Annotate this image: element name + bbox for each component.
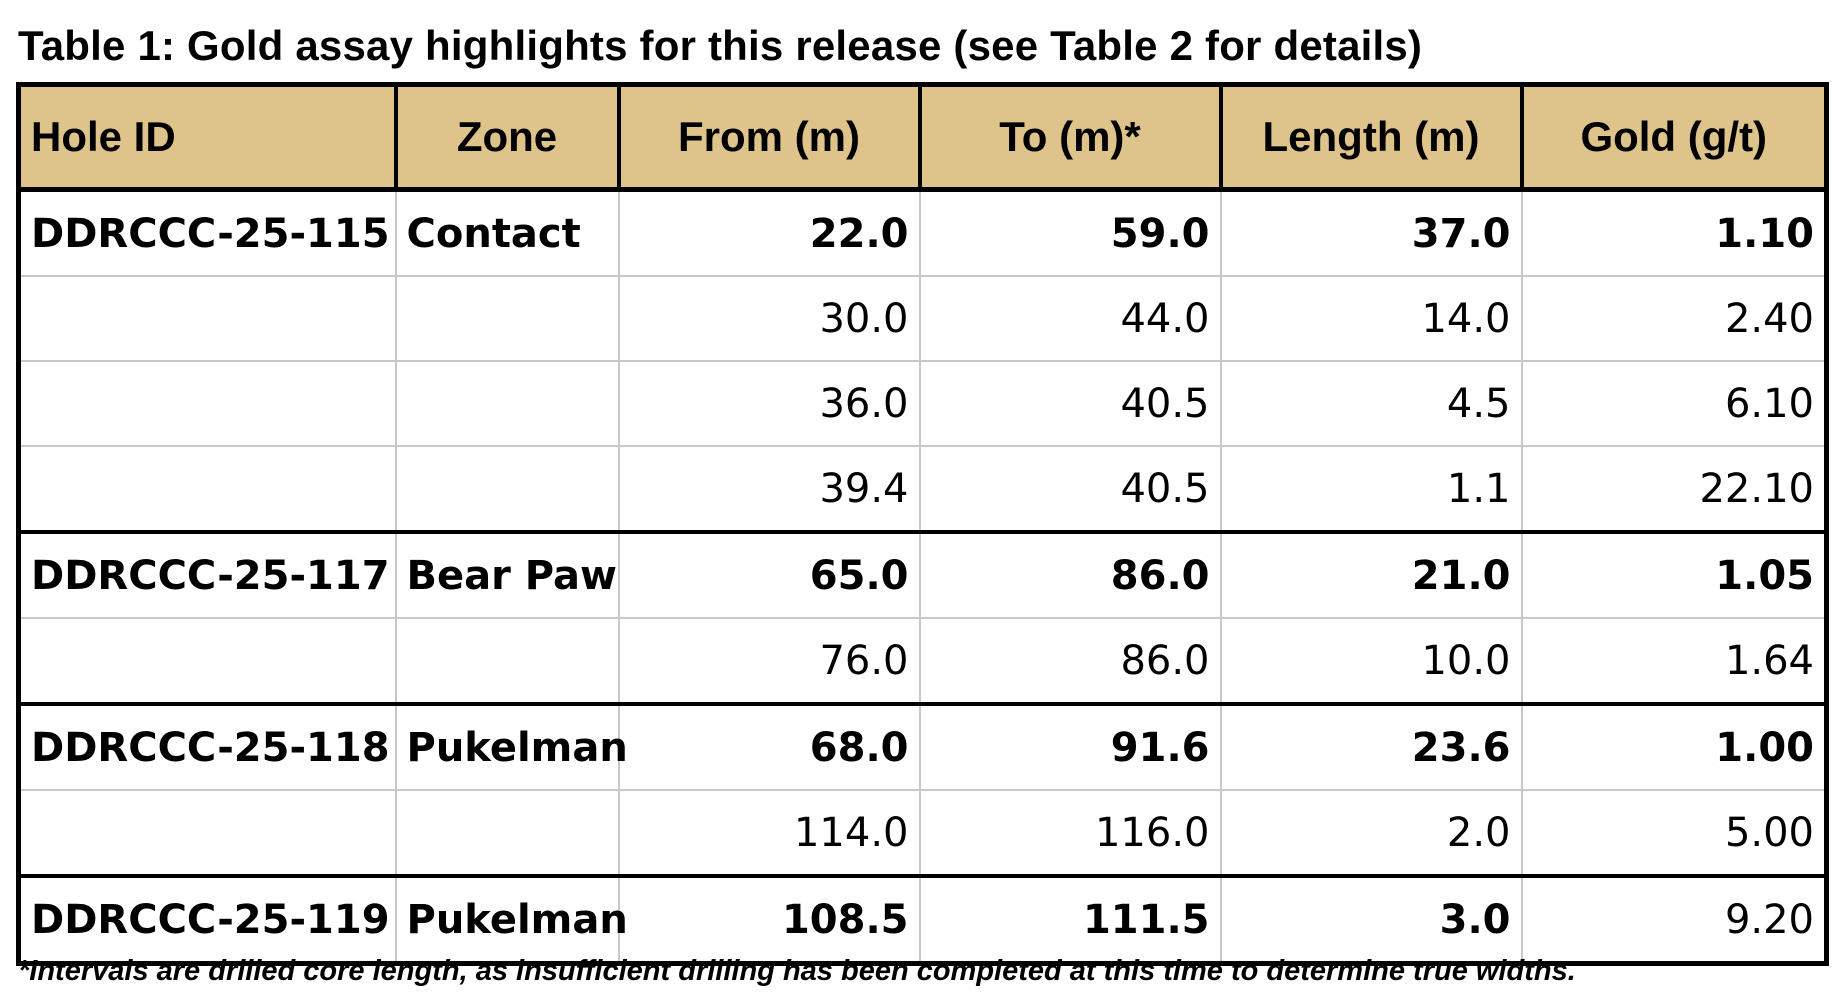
cell-hole-id <box>18 361 397 447</box>
cell-gold: 1.10 <box>1521 189 1827 277</box>
cell-hole-id <box>18 276 397 362</box>
cell-to: 40.5 <box>919 361 1222 447</box>
cell-from: 76.0 <box>618 618 921 706</box>
cell-zone: Pukelman <box>395 704 628 791</box>
cell-length: 23.6 <box>1220 704 1523 791</box>
cell-zone: Contact <box>395 189 620 277</box>
cell-hole-id <box>18 618 397 706</box>
header-from: From (m) <box>618 84 922 192</box>
cell-from: 39.4 <box>618 446 921 534</box>
cell-gold: 22.10 <box>1521 446 1827 534</box>
cell-from: 65.0 <box>618 532 921 619</box>
cell-from: 114.0 <box>618 790 921 878</box>
gold-assay-table: Hole ID Zone From (m) To (m)* Length (m)… <box>16 82 1829 966</box>
header-hole-id: Hole ID <box>18 84 398 192</box>
cell-from: 22.0 <box>618 189 921 277</box>
table-row: 30.0 44.0 14.0 2.40 <box>18 276 1827 362</box>
cell-length: 4.5 <box>1220 361 1523 447</box>
cell-to: 86.0 <box>919 618 1222 706</box>
cell-gold: 9.20 <box>1724 896 1814 943</box>
table-row: DDRCCC-25-117 Bear Paw 65.0 86.0 21.0 1.… <box>18 532 1827 619</box>
cell-from: 36.0 <box>618 361 921 447</box>
cell-hole-id: DDRCCC-25-119 <box>18 876 397 964</box>
cell-hole-id <box>18 790 397 878</box>
cell-length: 10.0 <box>1220 618 1523 706</box>
cell-to: 91.6 <box>919 704 1222 791</box>
footnote: *Intervals are drilled core length, as i… <box>18 955 1576 987</box>
cell-hole-id: DDRCCC-25-115 <box>18 189 397 277</box>
cell-from: 30.0 <box>618 276 921 362</box>
header-gold: Gold (g/t) <box>1521 84 1827 192</box>
cell-from: 68.0 <box>618 704 921 791</box>
cell-gold: 1.05 <box>1521 532 1827 619</box>
cell-hole-id: DDRCCC-25-118 <box>18 704 397 791</box>
cell-zone <box>395 361 620 447</box>
cell-length: 37.0 <box>1220 189 1523 277</box>
cell-length: 1.1 <box>1220 446 1523 534</box>
header-zone: Zone <box>395 84 621 192</box>
cell-to: 116.0 <box>919 790 1222 878</box>
cell-to: 111.5 <box>919 876 1222 964</box>
cell-zone <box>395 446 620 534</box>
cell-to: 59.0 <box>919 189 1222 277</box>
table-row: 76.0 86.0 10.0 1.64 <box>18 618 1827 706</box>
cell-length: 21.0 <box>1220 532 1523 619</box>
header-row: Hole ID Zone From (m) To (m)* Length (m)… <box>18 84 1827 192</box>
table-title: Table 1: Gold assay highlights for this … <box>18 22 1423 69</box>
cell-gold: 1.64 <box>1521 618 1827 706</box>
cell-to: 86.0 <box>919 532 1222 619</box>
table-row: DDRCCC-25-118 Pukelman 68.0 91.6 23.6 1.… <box>18 704 1827 791</box>
cell-zone <box>395 618 620 706</box>
cell-to: 44.0 <box>919 276 1222 362</box>
cell-gold: 5.00 <box>1521 790 1827 878</box>
cell-zone <box>395 276 620 362</box>
table-row: 39.4 40.5 1.1 22.10 <box>18 446 1827 534</box>
table-row: 36.0 40.5 4.5 6.10 <box>18 361 1827 447</box>
cell-gold: 1.00 <box>1521 704 1827 791</box>
cell-gold: 2.40 <box>1521 276 1827 362</box>
cell-zone <box>395 790 620 878</box>
cell-length: 14.0 <box>1220 276 1523 362</box>
cell-length: 2.0 <box>1220 790 1523 878</box>
table-row: DDRCCC-25-119 Pukelman 108.5 111.5 3.0 9… <box>18 876 1827 964</box>
cell-gold: 6.10 <box>1521 361 1827 447</box>
cell-length: 3.0 <box>1220 876 1523 964</box>
cell-zone: Pukelman <box>395 876 628 964</box>
table-row: DDRCCC-25-115 Contact 22.0 59.0 37.0 1.1… <box>18 189 1827 277</box>
header-to: To (m)* <box>919 84 1223 192</box>
cell-to: 40.5 <box>919 446 1222 534</box>
cell-hole-id: DDRCCC-25-117 <box>18 532 397 619</box>
header-length: Length (m) <box>1220 84 1524 192</box>
table-row: 114.0 116.0 2.0 5.00 <box>18 790 1827 878</box>
cell-zone: Bear Paw <box>395 532 620 619</box>
cell-from: 108.5 <box>618 876 921 964</box>
cell-hole-id <box>18 446 397 534</box>
